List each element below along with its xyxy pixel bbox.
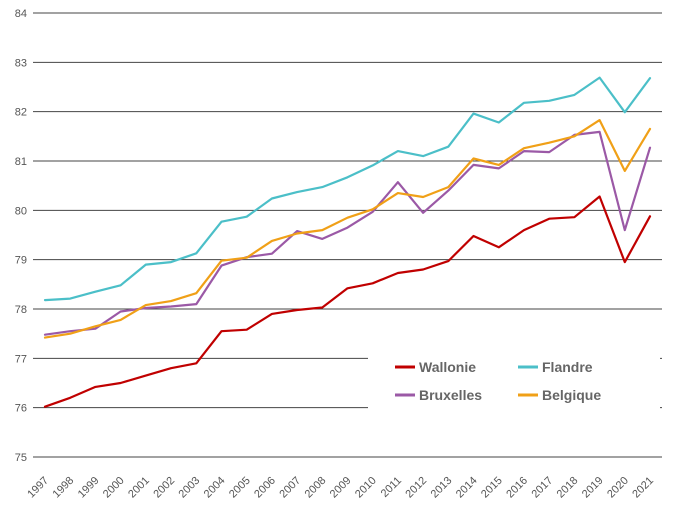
legend: Wallonie Flandre Bruxelles Belgique: [395, 359, 601, 403]
x-tick-label: 2003: [177, 475, 203, 501]
x-tick-label: 2002: [151, 475, 177, 501]
x-tick-label: 2016: [504, 475, 530, 501]
legend-label: Bruxelles: [419, 387, 482, 403]
legend-item-bruxelles: Bruxelles: [395, 387, 482, 403]
y-tick-label: 80: [15, 205, 27, 217]
x-tick-label: 1997: [25, 475, 51, 501]
y-axis: 75 76 77 78 79 80 81 82 83 84: [15, 8, 27, 464]
series-line-belgique: [43, 118, 652, 339]
x-tick-label: 2015: [479, 475, 505, 501]
y-tick-label: 75: [15, 452, 27, 464]
y-tick-label: 79: [15, 255, 27, 267]
y-tick-label: 83: [15, 57, 27, 69]
x-tick-label: 2005: [227, 475, 253, 501]
legend-item-wallonie: Wallonie: [395, 359, 476, 375]
x-tick-label: 2014: [454, 475, 480, 501]
legend-label: Wallonie: [419, 359, 476, 375]
legend-item-flandre: Flandre: [518, 359, 593, 375]
x-tick-label: 2010: [353, 475, 379, 501]
series-line-wallonie: [43, 195, 652, 408]
x-tick-label: 1999: [76, 475, 102, 501]
x-tick-label: 2017: [529, 475, 555, 501]
x-tick-label: 2000: [101, 475, 127, 501]
x-tick-label: 2004: [202, 475, 228, 501]
x-tick-label: 2021: [630, 475, 656, 501]
y-tick-label: 81: [15, 156, 27, 168]
x-axis: 1997 1998 1999 2000 2001 2002 2003 2004 2005 2006…: [25, 475, 656, 501]
x-tick-label: 2018: [555, 475, 581, 501]
x-tick-label: 2013: [429, 475, 455, 501]
y-tick-label: 76: [15, 403, 27, 415]
legend-item-belgique: Belgique: [518, 387, 601, 403]
x-tick-label: 2019: [580, 475, 606, 501]
x-tick-label: 2006: [252, 475, 278, 501]
y-tick-label: 77: [15, 353, 27, 365]
legend-label: Flandre: [542, 359, 593, 375]
x-tick-label: 2007: [277, 475, 303, 501]
x-tick-label: 2020: [605, 475, 631, 501]
legend-label: Belgique: [542, 387, 601, 403]
series-line-bruxelles: [43, 130, 652, 336]
y-tick-label: 84: [15, 8, 27, 20]
y-tick-label: 78: [15, 304, 27, 316]
x-tick-label: 2001: [126, 475, 152, 501]
legend-background: [368, 345, 660, 420]
series-line-flandre: [43, 76, 652, 302]
y-tick-label: 82: [15, 107, 27, 119]
legend-panel: [368, 345, 660, 420]
series-lines: [43, 76, 652, 408]
x-tick-label: 1998: [51, 475, 77, 501]
x-tick-label: 2009: [328, 475, 354, 501]
x-tick-label: 2012: [403, 475, 429, 501]
x-tick-label: 2011: [379, 475, 404, 500]
x-tick-label: 2008: [303, 475, 329, 501]
